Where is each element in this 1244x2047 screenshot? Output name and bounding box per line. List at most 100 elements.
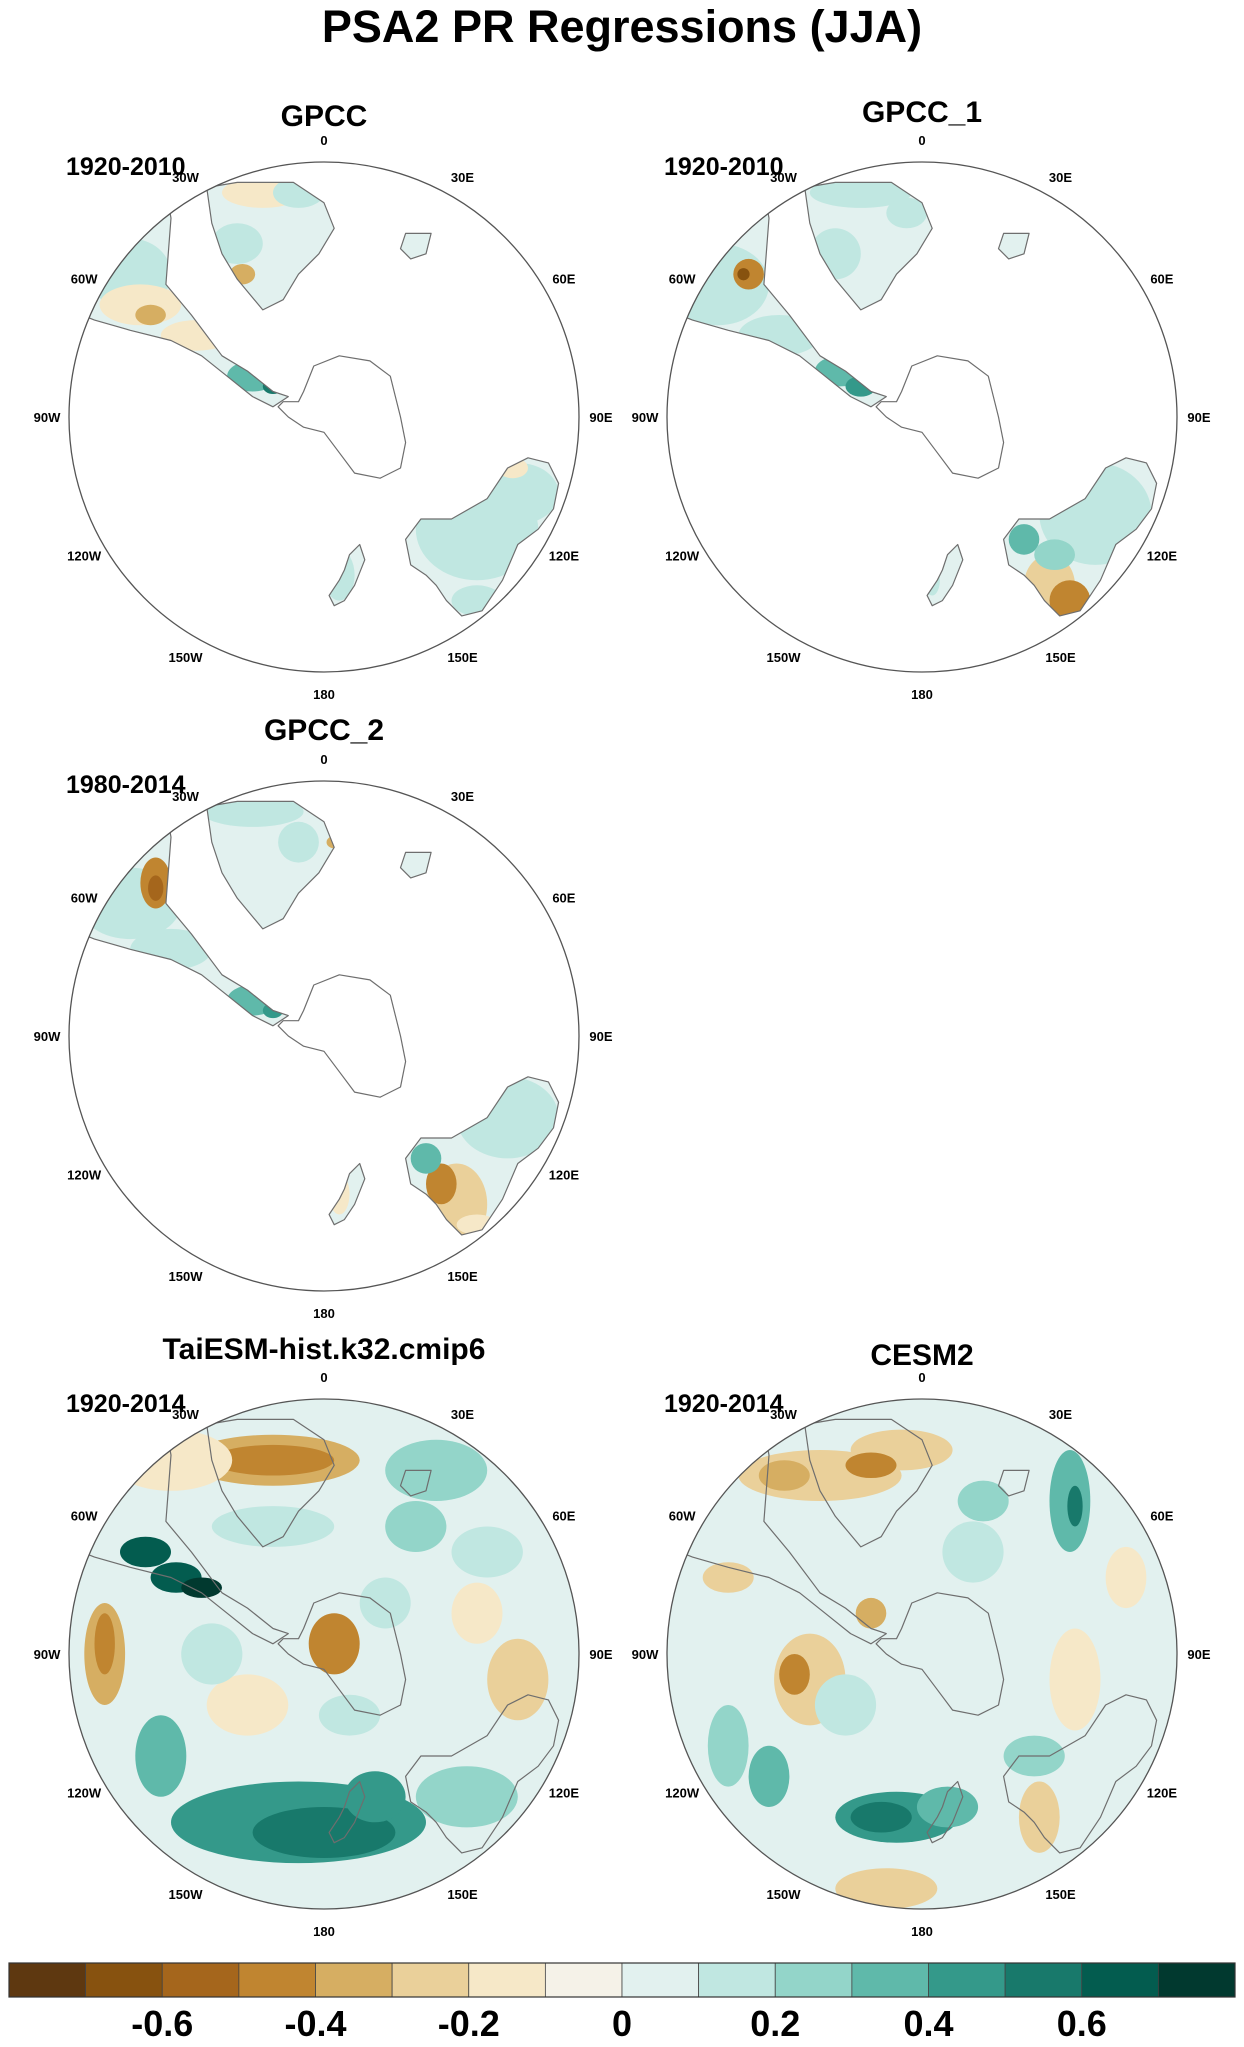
contour-fill <box>451 1582 503 1644</box>
no-data-region <box>278 355 406 479</box>
longitude-label: 120E <box>549 1168 580 1183</box>
coastline <box>405 1076 560 1236</box>
longitude-label: 0 <box>320 1370 327 1385</box>
contour-fill <box>211 1444 335 1476</box>
contour-fill <box>1018 1781 1060 1853</box>
colorbar-swatch <box>8 1962 87 1998</box>
longitude-label: 150E <box>447 650 478 665</box>
longitude-label: 30E <box>1049 170 1072 185</box>
coastline <box>405 1694 560 1854</box>
colorbar-swatch <box>621 1962 700 1998</box>
longitude-label: 90W <box>34 1647 61 1662</box>
colorbar-tick-label: -0.6 <box>131 2003 193 2044</box>
colorbar-swatch <box>698 1962 776 1998</box>
colorbar-swatch <box>85 1962 163 1998</box>
colorbar-swatch <box>544 1962 623 1998</box>
period-label: 1920-2014 <box>66 1390 186 1418</box>
contour-fill <box>667 1399 1177 1909</box>
longitude-label: 30E <box>451 789 474 804</box>
contour-fill <box>850 1801 912 1833</box>
land-fill <box>400 852 432 878</box>
contour-fill <box>1067 1485 1083 1527</box>
contour-fill <box>94 1613 115 1675</box>
coastline <box>328 1162 366 1226</box>
coastline <box>926 543 964 607</box>
coastline <box>997 1469 1030 1497</box>
contour-fill <box>120 1536 171 1568</box>
coastline <box>1002 1694 1158 1854</box>
longitude-label: 90W <box>632 410 659 425</box>
contour-fill <box>737 268 750 281</box>
contour-fill <box>308 1613 360 1675</box>
coastline <box>667 1399 887 1645</box>
contour-fill <box>135 1715 187 1797</box>
longitude-label: 30W <box>172 1407 199 1422</box>
longitude-label: 150E <box>447 1887 478 1902</box>
longitude-label: 90E <box>589 410 612 425</box>
contour-fill <box>148 875 164 901</box>
contour-fill <box>779 1654 810 1695</box>
longitude-label: 120E <box>549 549 580 564</box>
contour-fill <box>886 197 928 229</box>
colorbar-swatch <box>1081 1962 1159 1998</box>
land-fill <box>400 233 432 259</box>
longitude-label: 0 <box>918 1370 925 1385</box>
coastline <box>69 1399 289 1645</box>
contour-fill <box>702 1562 754 1593</box>
coastline <box>399 232 432 260</box>
longitude-label: 150W <box>169 650 204 665</box>
contour-fill <box>201 796 304 827</box>
longitude-label: 60W <box>71 891 98 906</box>
longitude-label: 30W <box>770 1407 797 1422</box>
panel-title: TaiESM-hist.k32.cmip6 <box>163 1333 486 1366</box>
colorbar-swatch <box>1004 1962 1083 1998</box>
no-data-region <box>876 355 1004 479</box>
longitude-label: 0 <box>320 133 327 148</box>
coastline <box>328 543 366 607</box>
contour-fill <box>1034 539 1075 570</box>
colorbar-tick-label: -0.4 <box>284 2003 346 2044</box>
colorbar-tick-label: 0.2 <box>750 2003 800 2044</box>
coastline <box>206 181 335 311</box>
contour-fill <box>748 1745 790 1807</box>
colorbar-tick-label: 0.6 <box>1057 2003 1107 2044</box>
longitude-label: 60W <box>669 1509 696 1524</box>
coastline <box>875 355 1005 479</box>
map-panel: 0 30E 60E 90E 120E 150E 180 150W 120W 90W 60W 30W Ta… <box>34 1333 613 1939</box>
longitude-label: 90E <box>589 1647 612 1662</box>
colorbar-tick-label: -0.2 <box>438 2003 500 2044</box>
longitude-label: 120W <box>665 1786 700 1801</box>
map-border <box>68 161 580 673</box>
longitude-label: 180 <box>313 1306 335 1321</box>
panels: 0 30E 60E 90E 120E 150E 180 150W 120W 90W 60W 30W GP… <box>34 96 1211 1939</box>
map-panel: 0 30E 60E 90E 120E 150E 180 150W 120W 90W 60W 30W GP… <box>34 714 613 1321</box>
longitude-label: 60E <box>552 272 575 287</box>
contour-fill <box>1105 1546 1147 1609</box>
coastline <box>69 781 289 1027</box>
coastline <box>804 181 933 311</box>
coastline <box>277 974 407 1098</box>
colorbar-swatch <box>468 1962 546 1998</box>
contour-fill <box>809 177 912 208</box>
period-label: 1980-2014 <box>66 771 186 799</box>
longitude-label: 150E <box>1045 650 1076 665</box>
map-panel: 0 30E 60E 90E 120E 150E 180 150W 120W 90W 60W 30W GP… <box>34 100 613 702</box>
longitude-label: 150W <box>767 650 802 665</box>
period-label: 1920-2010 <box>66 153 186 181</box>
contour-fill <box>957 1480 1009 1522</box>
longitude-label: 0 <box>320 752 327 767</box>
panel-title: GPCC_1 <box>862 96 982 129</box>
longitude-label: 0 <box>918 133 925 148</box>
longitude-label: 90E <box>1187 1647 1210 1662</box>
longitude-label: 90E <box>1187 410 1210 425</box>
longitude-label: 180 <box>911 1924 933 1939</box>
colorbar-swatch <box>391 1962 470 1998</box>
contour-fill <box>359 1577 411 1629</box>
coastline <box>277 1592 407 1716</box>
longitude-label: 60E <box>552 891 575 906</box>
longitude-label: 90W <box>632 1647 659 1662</box>
longitude-label: 30E <box>451 1407 474 1422</box>
longitude-label: 120E <box>1147 1786 1178 1801</box>
contour-fill <box>385 1439 488 1501</box>
land-fill <box>998 233 1030 259</box>
